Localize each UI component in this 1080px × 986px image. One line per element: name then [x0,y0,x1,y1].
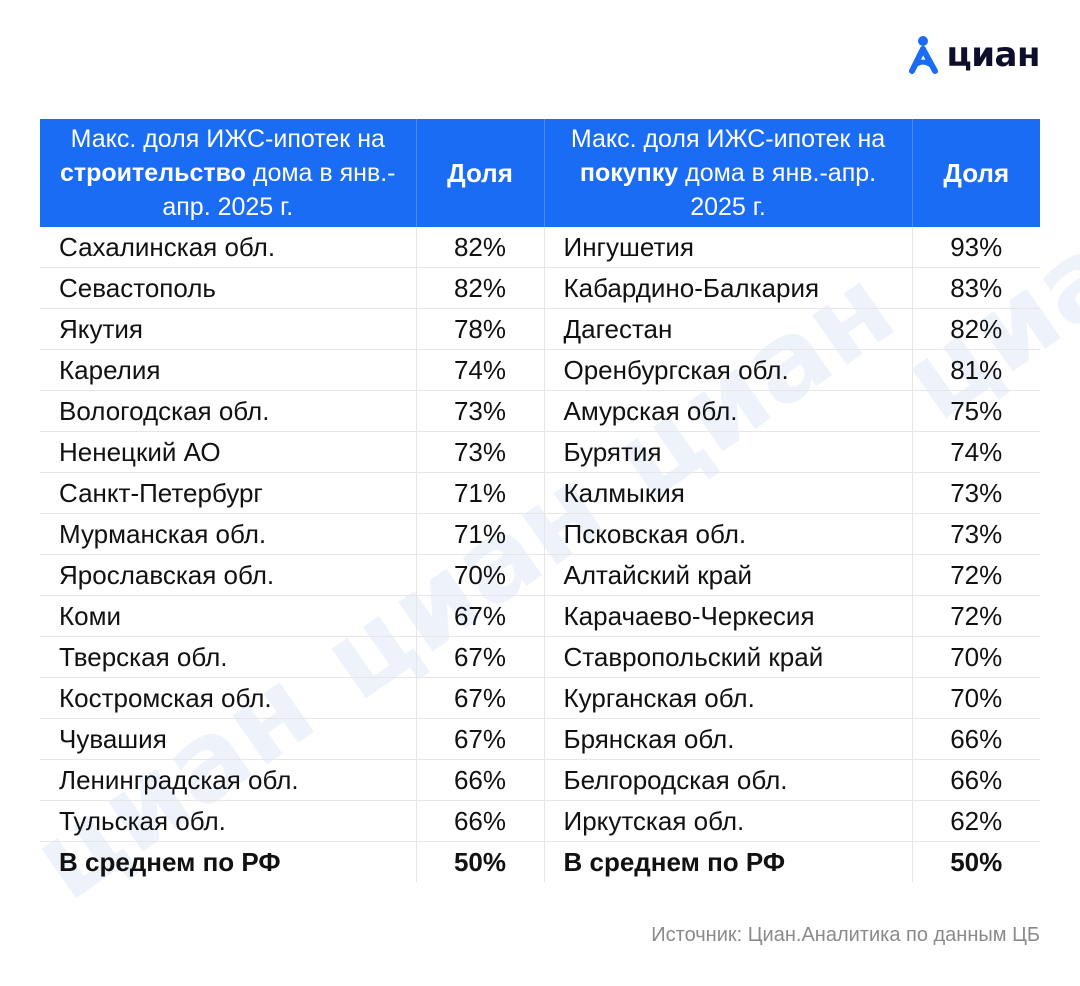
source-note: Источник: Циан.Аналитика по данным ЦБ [651,924,1040,946]
table-row: Санкт-Петербург 71% Калмыкия 73% [40,472,1040,514]
purchase-region-cell: Курганская обл. [543,677,912,719]
construction-share-cell: 67% [415,718,544,760]
purchase-share-cell: 75% [911,390,1040,432]
construction-share-cell: 67% [415,595,544,637]
header-purchase-share: Доля [911,119,1040,227]
construction-region-cell: Тульская обл. [40,800,416,842]
purchase-region-cell: Амурская обл. [543,390,912,432]
cian-pin-icon [908,36,938,74]
construction-share-cell: 50% [415,841,544,882]
cian-logo: циан [908,30,1041,80]
purchase-region-cell: Алтайский край [543,554,912,596]
construction-region-cell: Чувашия [40,718,416,760]
purchase-share-cell: 73% [911,472,1040,514]
construction-share-cell: 67% [415,636,544,678]
purchase-share-cell: 72% [911,554,1040,596]
purchase-region-cell: Бурятия [543,431,912,473]
table-header: Макс. доля ИЖС-ипотек на строительство д… [40,119,1040,227]
table-row: Мурманская обл. 71% Псковская обл. 73% [40,513,1040,555]
table-row: Якутия 78% Дагестан 82% [40,308,1040,350]
purchase-share-cell: 82% [911,308,1040,350]
table-row: Тверская обл. 67% Ставропольский край 70% [40,636,1040,678]
table-row: Тульская обл. 66% Иркутская обл. 62% [40,800,1040,842]
header-construction-title: Макс. доля ИЖС-ипотек на строительство д… [40,119,416,227]
purchase-share-cell: 66% [911,759,1040,801]
construction-share-cell: 71% [415,472,544,514]
construction-region-cell: Коми [40,595,416,637]
average-row: В среднем по РФ 50% В среднем по РФ 50% [40,841,1040,882]
table-row: Карелия 74% Оренбургская обл. 81% [40,349,1040,391]
purchase-share-cell: 70% [911,636,1040,678]
construction-share-cell: 66% [415,759,544,801]
header-purchase-title: Макс. доля ИЖС-ипотек на покупку дома в … [543,119,912,227]
purchase-share-cell: 74% [911,431,1040,473]
construction-share-cell: 67% [415,677,544,719]
construction-region-cell: Вологодская обл. [40,390,416,432]
construction-region-cell: Сахалинская обл. [40,227,416,268]
construction-region-cell: Ленинградская обл. [40,759,416,801]
purchase-region-cell: Брянская обл. [543,718,912,760]
construction-share-cell: 74% [415,349,544,391]
purchase-share-cell: 50% [911,841,1040,882]
table-row: Вологодская обл. 73% Амурская обл. 75% [40,390,1040,432]
construction-region-cell: Ярославская обл. [40,554,416,596]
purchase-region-cell: В среднем по РФ [543,841,912,882]
purchase-region-cell: Оренбургская обл. [543,349,912,391]
purchase-share-cell: 83% [911,267,1040,309]
construction-share-cell: 73% [415,390,544,432]
purchase-region-cell: Ставропольский край [543,636,912,678]
construction-region-cell: Севастополь [40,267,416,309]
logo-wordmark: циан [946,35,1041,75]
mortgage-share-table: Макс. доля ИЖС-ипотек на строительство д… [40,119,1040,882]
purchase-share-cell: 66% [911,718,1040,760]
purchase-region-cell: Ингушетия [543,227,912,268]
table-row: Севастополь 82% Кабардино-Балкария 83% [40,267,1040,309]
table-row: Ненецкий АО 73% Бурятия 74% [40,431,1040,473]
construction-region-cell: Санкт-Петербург [40,472,416,514]
purchase-share-cell: 73% [911,513,1040,555]
purchase-region-cell: Псковская обл. [543,513,912,555]
construction-share-cell: 66% [415,800,544,842]
header-construction-share: Доля [415,119,544,227]
table-row: Сахалинская обл. 82% Ингушетия 93% [40,227,1040,268]
purchase-region-cell: Дагестан [543,308,912,350]
purchase-share-cell: 93% [911,227,1040,268]
table-row: Коми 67% Карачаево-Черкесия 72% [40,595,1040,637]
table-row: Чувашия 67% Брянская обл. 66% [40,718,1040,760]
construction-share-cell: 82% [415,227,544,268]
table-row: Ярославская обл. 70% Алтайский край 72% [40,554,1040,596]
construction-share-cell: 82% [415,267,544,309]
table-row: Ленинградская обл. 66% Белгородская обл. 66… [40,759,1040,801]
purchase-region-cell: Иркутская обл. [543,800,912,842]
construction-share-cell: 78% [415,308,544,350]
purchase-region-cell: Кабардино-Балкария [543,267,912,309]
construction-region-cell: В среднем по РФ [59,846,281,877]
purchase-region-cell: Калмыкия [543,472,912,514]
purchase-share-cell: 70% [911,677,1040,719]
table-row: Костромская обл. 67% Курганская обл. 70% [40,677,1040,719]
purchase-share-cell: 62% [911,800,1040,842]
construction-region-cell: Тверская обл. [40,636,416,678]
purchase-region-cell: Карачаево-Черкесия [543,595,912,637]
construction-region-cell: Костромская обл. [40,677,416,719]
construction-share-cell: 70% [415,554,544,596]
table-body: Сахалинская обл. 82% Ингушетия 93% Севастопо… [40,227,1040,882]
construction-region-cell: Карелия [40,349,416,391]
purchase-region-cell: Белгородская обл. [543,759,912,801]
construction-region-cell: Мурманская обл. [40,513,416,555]
construction-share-cell: 73% [415,431,544,473]
purchase-share-cell: 81% [911,349,1040,391]
purchase-share-cell: 72% [911,595,1040,637]
construction-region-cell: Якутия [40,308,416,350]
construction-region-cell: Ненецкий АО [40,431,416,473]
construction-share-cell: 71% [415,513,544,555]
